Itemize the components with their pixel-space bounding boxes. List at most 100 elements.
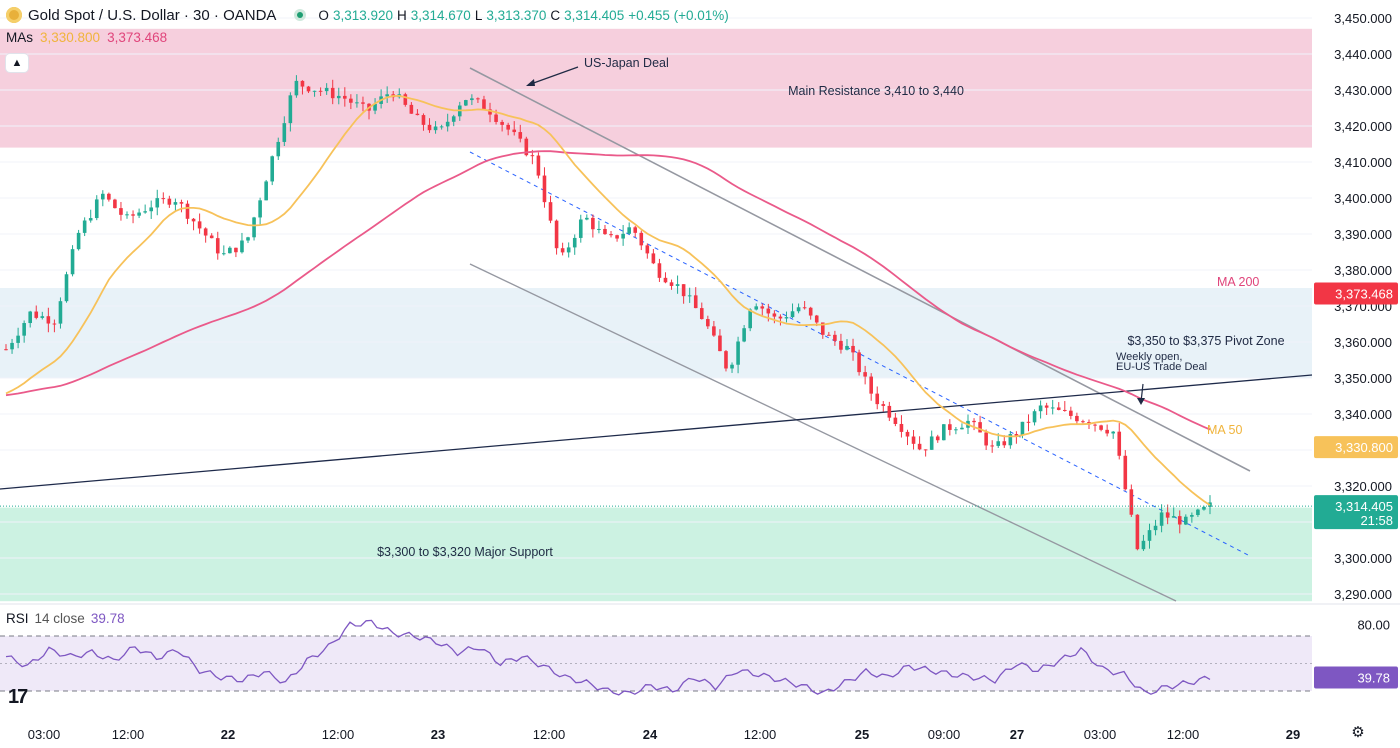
ma50-tag [1314,436,1398,459]
candle-body [476,98,480,100]
candle-body [917,443,922,450]
arrow-head-icon [1137,398,1145,405]
price-tick-label: 3,380.000 [1334,263,1392,278]
candle-body [197,221,202,229]
candle-body [143,211,147,213]
candle-body [361,102,365,104]
candle-body [730,364,734,369]
time-tick-label: 23 [431,727,445,742]
symbol-title[interactable]: Gold Spot / U.S. Dollar · 30 · OANDA [6,7,276,24]
candle-body [663,277,668,283]
candle-body [16,335,20,343]
candle-body [119,208,123,215]
candle-body [857,352,861,373]
candle-body [1117,431,1122,456]
candle-body [76,232,81,250]
candle-body [343,95,347,99]
candle-body [790,311,795,318]
candle-body [669,282,674,286]
resistance-zone-label: Main Resistance 3,410 to 3,440 [788,84,964,98]
candle-body [845,345,849,350]
candle-body [1153,525,1158,531]
last-price-tag [1314,495,1398,530]
annotation-weekly-open: Weekly open, [1116,351,1182,363]
price-tick-label: 3,440.000 [1334,47,1392,62]
candle-body [960,427,964,430]
change-value: +0.455 (+0.01%) [628,7,729,23]
price-tick-label: 3,450.000 [1334,11,1392,26]
candle-body [597,228,601,230]
candle-body [639,232,644,246]
candle-body [1075,415,1079,422]
candle-body [796,307,801,312]
candle-body [712,326,716,336]
candle-body [264,181,268,201]
candle-body [300,80,305,87]
rsi-legend[interactable]: RSI 14 close 39.78 [6,611,125,626]
candle-body [4,349,8,351]
candle-body [1123,455,1128,490]
candle-body [1135,514,1140,550]
candle-body [439,126,444,128]
candle-body [276,141,281,157]
candle-body [754,306,759,310]
candle-body [699,308,704,320]
candle-body [113,199,117,209]
candle-body [1038,405,1043,412]
candle-body [294,80,299,96]
rsi-value-tag [1314,666,1398,689]
time-tick-label: 12:00 [322,727,355,742]
candle-body [536,155,541,176]
time-tick-label: 24 [643,727,658,742]
price-tick-label: 3,350.000 [1334,371,1392,386]
support-zone [0,507,1312,602]
candle-body [1008,434,1013,446]
candle-body [1069,410,1073,416]
candle-body [657,263,662,278]
candle-body [851,345,855,353]
candle-body [814,315,819,323]
candle-body [1196,509,1200,516]
candle-body [1099,425,1103,430]
candle-body [954,429,958,431]
candle-body [978,422,982,433]
price-tick-label: 3,360.000 [1334,335,1392,350]
candle-body [542,175,547,203]
candle-body [881,404,886,406]
candle-body [1044,405,1049,408]
candle-body [234,247,238,253]
candle-body [1141,540,1146,550]
candle-body [633,227,638,233]
candle-body [935,436,940,441]
candle-body [161,198,166,200]
candle-body [173,202,178,205]
tradingview-logo-icon[interactable]: 17 [8,686,28,708]
time-tick-label: 12:00 [1167,727,1200,742]
candle-body [470,98,474,101]
candle-body [1165,512,1170,518]
gold-symbol-icon [6,7,22,23]
ma200-series-label: MA 200 [1217,275,1259,289]
candle-body [167,198,172,205]
candle-body [306,86,311,92]
candle-body [330,87,335,99]
candle-body [240,240,244,253]
ma-legend[interactable]: MAs 3,330.800 3,373.468 [6,30,167,45]
candle-body [137,212,141,216]
candle-body [748,309,752,329]
candle-body [990,445,994,447]
settings-gear-icon[interactable]: ⚙ [1351,724,1365,741]
time-tick-label: 27 [1010,727,1024,742]
price-tick-label: 3,340.000 [1334,407,1392,422]
open-value: 3,313.920 [332,7,393,23]
candle-body [1183,516,1188,525]
candle-body [125,214,129,216]
candle-body [651,253,656,264]
last-price-countdown: 21:58 [1360,513,1393,528]
candle-body [645,245,650,254]
collapse-legend-button[interactable]: ▲ [6,54,28,72]
time-tick-label: 03:00 [28,727,61,742]
candle-body [706,319,710,327]
channel-lower-line [469,263,1177,602]
